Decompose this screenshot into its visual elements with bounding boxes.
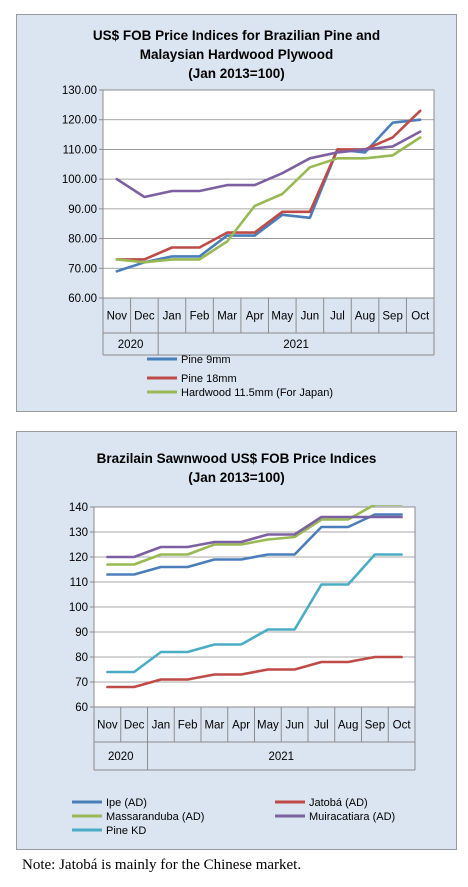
y-tick-label: 70 <box>75 677 88 689</box>
y-tick-label: 90.00 <box>68 204 97 216</box>
x-tick-label: Jul <box>330 311 345 323</box>
x-tick-label: Dec <box>134 311 155 323</box>
y-tick-label: 130.00 <box>62 85 97 97</box>
chart-title-line-2: Malaysian Hardwood Plywood <box>139 47 334 62</box>
x-tick-label: Feb <box>178 720 198 732</box>
y-tick-label: 100 <box>69 602 88 614</box>
year-label: 2021 <box>283 339 309 351</box>
x-tick-label: Jul <box>314 720 329 732</box>
legend-label: Ipe (AD) <box>106 797 147 809</box>
chart-panel-sawnwood: Brazilain Sawnwood US$ FOB Price Indices… <box>16 431 457 850</box>
legend-item: Jatobá (AD) <box>275 797 368 809</box>
y-tick-label: 70.00 <box>68 263 97 275</box>
legend-label: Massaranduba (AD) <box>106 811 204 823</box>
x-tick-label: Nov <box>107 311 128 323</box>
x-tick-label: Apr <box>232 720 250 732</box>
series-line <box>115 130 422 199</box>
x-tick-label: Aug <box>338 720 358 732</box>
legend-label: Hardwood 11.5mm (For Japan) <box>181 387 333 399</box>
series-line <box>115 136 422 264</box>
legend-item: Massaranduba (AD) <box>72 811 204 823</box>
legend-item: Ipe (AD) <box>72 797 147 809</box>
legend-label: Pine 9mm <box>181 354 231 366</box>
y-tick-label: 120.00 <box>62 115 97 127</box>
x-tick-label: Jan <box>163 311 182 323</box>
series-line <box>106 515 403 559</box>
x-tick-label: Sep <box>382 311 402 323</box>
series-line <box>106 553 403 674</box>
series-line <box>106 655 403 689</box>
x-tick-label: May <box>271 311 293 323</box>
chart-title-line-1: US$ FOB Price Indices for Brazilian Pine… <box>92 28 381 43</box>
y-tick-label: 60 <box>75 702 88 714</box>
x-tick-label: Feb <box>190 311 210 323</box>
y-tick-label: 120 <box>69 552 88 564</box>
y-tick-label: 110.00 <box>63 144 97 156</box>
legend-item: Hardwood 11.5mm (For Japan) <box>147 387 333 399</box>
legend-label: Pine 18mm <box>181 373 237 385</box>
x-tick-label: Aug <box>355 311 375 323</box>
year-label: 2021 <box>268 751 294 763</box>
y-tick-label: 130 <box>69 527 88 539</box>
year-label: 2020 <box>118 339 144 351</box>
legend-item: Pine 18mm <box>147 373 237 385</box>
chart-title-line-2: (Jan 2013=100) <box>188 470 285 485</box>
plywood-chart: 60.00 70.00 80.00 90.00 100.00 110.00 120.00 13… <box>62 85 435 399</box>
x-tick-label: Sep <box>365 720 385 732</box>
x-tick-label: May <box>257 720 279 732</box>
footnote: Note: Jatobá is mainly for the Chinese m… <box>22 857 302 873</box>
x-tick-label: Jun <box>285 720 304 732</box>
x-tick-label: Jun <box>301 311 320 323</box>
x-tick-label: Mar <box>204 720 224 732</box>
x-tick-label: Dec <box>124 720 145 732</box>
y-tick-label: 60.00 <box>68 293 97 305</box>
legend-item: Pine 9mm <box>147 354 231 366</box>
y-tick-label: 90 <box>75 627 88 639</box>
legend-item: Muiracatiara (AD) <box>275 811 395 823</box>
chart-title-line-1: Brazilain Sawnwood US$ FOB Price Indices <box>96 451 377 466</box>
legend-label: Jatobá (AD) <box>309 797 368 809</box>
x-tick-label: Mar <box>217 311 237 323</box>
sawnwood-chart: 60 70 80 90 100 110 120 130 140 2020 2021 Nov Dec Jan… <box>69 502 416 837</box>
year-label: 2020 <box>108 751 134 763</box>
y-tick-label: 80.00 <box>68 234 97 246</box>
x-tick-label: Oct <box>411 311 430 323</box>
chart-panel-plywood: US$ FOB Price Indices for Brazilian Pine… <box>16 14 457 412</box>
series-line <box>115 109 422 261</box>
x-tick-label: Oct <box>393 720 412 732</box>
x-tick-label: Jan <box>152 720 171 732</box>
legend-label: Pine KD <box>106 825 146 837</box>
y-tick-label: 140 <box>69 502 88 514</box>
y-tick-label: 80 <box>75 652 88 664</box>
y-tick-label: 110 <box>70 577 88 589</box>
legend-item: Pine KD <box>72 825 146 837</box>
chart-title-line-3: (Jan 2013=100) <box>188 66 285 81</box>
x-tick-label: Apr <box>246 311 264 323</box>
x-tick-label: Nov <box>97 720 118 732</box>
legend-label: Muiracatiara (AD) <box>309 811 395 823</box>
series-line <box>106 513 403 576</box>
y-tick-label: 100.00 <box>62 174 97 186</box>
